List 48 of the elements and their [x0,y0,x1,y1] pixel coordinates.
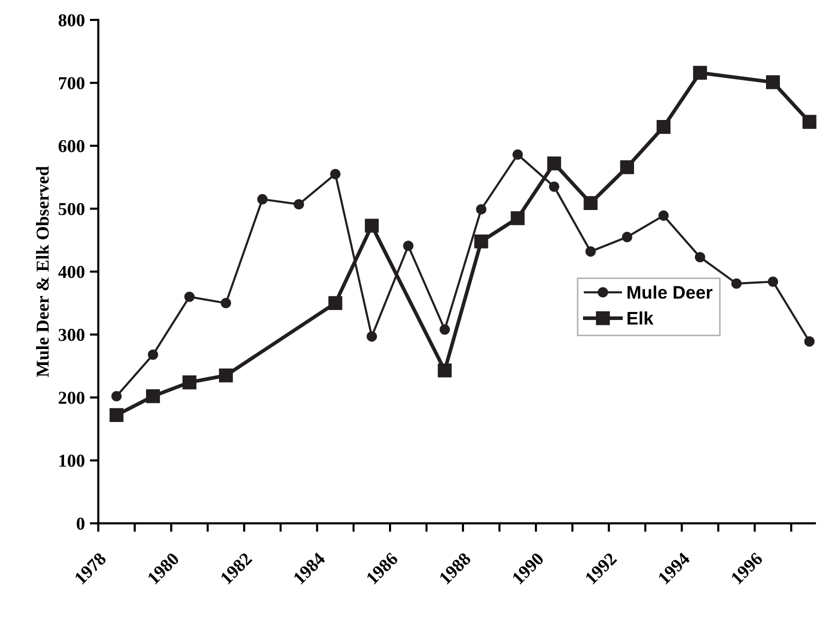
y-tick-label: 200 [58,392,84,404]
y-tick-label: 800 [58,14,84,26]
legend-label: Elk [628,311,654,324]
point [218,368,233,382]
y-tick-label: 300 [58,328,84,341]
point [658,210,669,221]
point [766,75,780,90]
point [620,160,634,174]
point [364,218,379,233]
point [184,292,195,302]
point [656,120,670,134]
point [146,389,160,404]
point [622,232,632,242]
point [182,375,196,390]
point [403,240,414,252]
point [768,276,778,287]
point [693,66,707,80]
point [438,363,452,378]
point [366,331,378,342]
point [476,204,486,215]
point [547,156,562,170]
y-tick-label: 0 [76,518,84,530]
point [330,168,341,180]
point [474,234,488,248]
point [294,199,304,210]
point [257,194,268,204]
point [694,252,706,262]
point [548,181,560,192]
y-axis-title: Mule Deer & Elk Observed [36,166,49,377]
y-tick-label: 600 [58,140,84,152]
point [510,211,525,226]
point [585,246,596,257]
point [802,114,816,129]
point [440,324,450,335]
point [512,149,523,160]
point [804,336,815,347]
point [110,408,124,422]
y-tick-label: 700 [59,77,84,90]
point [148,349,158,360]
y-tick-label: 400 [58,266,84,278]
y-tick-label: 100 [59,454,84,467]
point [584,196,598,210]
point [111,391,122,402]
point [220,298,232,308]
y-tick-label: 500 [58,202,84,216]
point [731,278,742,289]
legend-label: Mule Deer [628,286,712,299]
point [328,296,342,310]
